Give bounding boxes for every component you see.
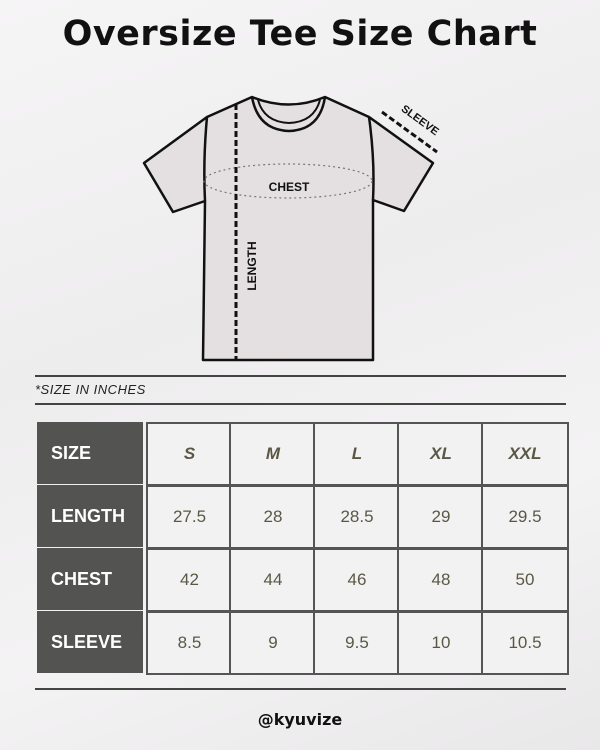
measurement-cell: 9.5 xyxy=(313,611,401,675)
right-armhole xyxy=(367,116,375,201)
divider-bottom xyxy=(35,688,566,690)
measurement-cell: 42 xyxy=(146,548,233,612)
row-label: CHEST xyxy=(37,548,143,610)
measurement-cell: 29 xyxy=(397,485,485,549)
measurement-cell: 8.5 xyxy=(146,611,233,675)
measurement-cell: 27.5 xyxy=(146,485,233,549)
size-column-header: L xyxy=(313,422,401,486)
tshirt-outline xyxy=(142,95,435,362)
chest-label: CHEST xyxy=(269,180,310,194)
size-column-header: M xyxy=(229,422,317,486)
brand-handle: @kyuvize xyxy=(257,710,343,729)
page-title: Oversize Tee Size Chart xyxy=(62,14,538,54)
row-label: SLEEVE xyxy=(37,611,143,673)
measurement-cell: 28.5 xyxy=(313,485,401,549)
collar-outer xyxy=(250,96,327,133)
size-column-header: XL xyxy=(397,422,485,486)
length-label: LENGTH xyxy=(245,241,259,290)
measurement-cell: 48 xyxy=(397,548,485,612)
size-column-header: XXL xyxy=(481,422,569,486)
sleeve-label: SLEEVE xyxy=(399,103,441,138)
size-header-cell: SIZE xyxy=(37,422,143,484)
sleeve-measure-line xyxy=(381,110,438,154)
measurement-cell: 9 xyxy=(229,611,317,675)
measurement-cell: 50 xyxy=(481,548,569,612)
size-column-header: S xyxy=(146,422,233,486)
divider-top xyxy=(35,375,566,377)
units-note: *SIZE IN INCHES xyxy=(35,382,146,397)
collar-inner xyxy=(257,99,321,125)
divider-note xyxy=(35,403,566,405)
measurement-cell: 10 xyxy=(397,611,485,675)
measurement-cell: 29.5 xyxy=(481,485,569,549)
chest-measure-line xyxy=(203,163,373,199)
tshirt-diagram: CHEST LENGTH SLEEVE xyxy=(142,95,441,362)
row-label: LENGTH xyxy=(37,485,143,547)
measurement-cell: 44 xyxy=(229,548,317,612)
left-armhole xyxy=(203,116,209,202)
measurement-cell: 46 xyxy=(313,548,401,612)
measurement-cell: 28 xyxy=(229,485,317,549)
measurement-cell: 10.5 xyxy=(481,611,569,675)
